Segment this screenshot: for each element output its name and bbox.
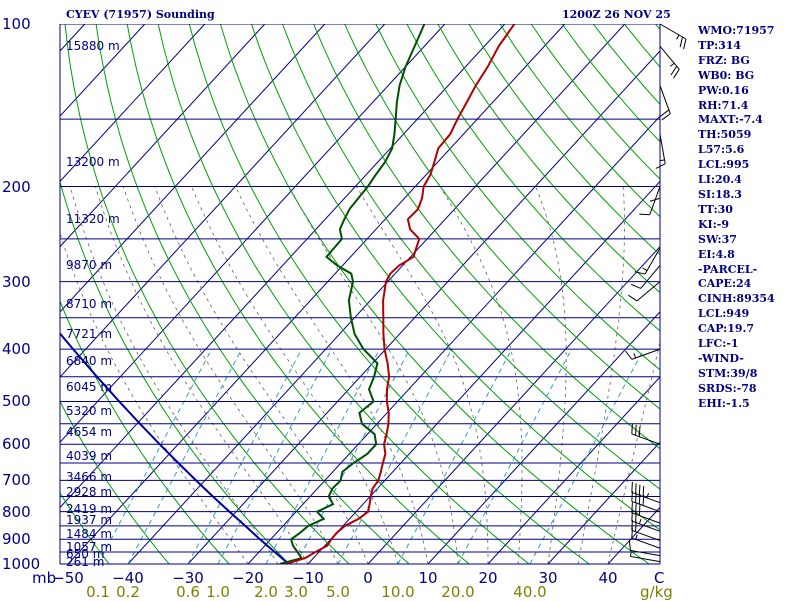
height-label: 4039 m [66, 449, 112, 463]
mixing-ratio-tick-label: 1.0 [206, 583, 230, 601]
mixing-ratio-unit-label: g/kg [640, 583, 673, 601]
index-row: KI:-9 [698, 218, 798, 233]
pressure-tick-label: 900 [2, 530, 54, 548]
height-label: 7721 m [66, 327, 112, 341]
height-label: 5320 m [66, 404, 112, 418]
index-row: STM:39/8 [698, 367, 798, 382]
pressure-tick-label: 500 [2, 392, 54, 410]
height-label: 1057 m [66, 540, 112, 554]
pressure-tick-label: 800 [2, 503, 54, 521]
wind-barb [660, 46, 679, 78]
pressure-tick-label: 400 [2, 340, 54, 358]
index-row: LFC:-1 [698, 337, 798, 352]
index-row: SW:37 [698, 233, 798, 248]
index-row: CAPE:24 [698, 277, 798, 292]
index-row: SRDS:-78 [698, 382, 798, 397]
index-row: -WIND- [698, 352, 798, 367]
index-row: WB0: BG [698, 69, 798, 84]
mixing-ratio-tick-label: 0.2 [116, 583, 140, 601]
wind-barb [660, 86, 670, 120]
height-label: 4654 m [66, 425, 112, 439]
height-label: 8710 m [66, 297, 112, 311]
plot-background [60, 24, 660, 564]
mixing-ratio-tick-label: 0.6 [176, 583, 200, 601]
index-row: CAP:19.7 [698, 322, 798, 337]
index-row: RH:71.4 [698, 99, 798, 114]
temperature-tick-label: 20 [478, 569, 497, 587]
height-label: 1484 m [66, 527, 112, 541]
index-row: LCL:995 [698, 158, 798, 173]
temperature-tick-label: −50 [52, 569, 84, 587]
height-label: 9870 m [66, 258, 112, 272]
height-label: 3466 m [66, 470, 112, 484]
index-row: TH:5059 [698, 128, 798, 143]
temperature-tick-label: 0 [363, 569, 373, 587]
observation-time: 1200Z 26 NOV 25 [562, 8, 671, 21]
index-row: PW:0.16 [698, 84, 798, 99]
index-row: MAXT:-7.4 [698, 113, 798, 128]
mixing-ratio-tick-label: 40.0 [513, 583, 546, 601]
mixing-ratio-tick-label: 10.0 [381, 583, 414, 601]
wind-barb [660, 24, 686, 49]
height-label: 15880 m [66, 39, 120, 53]
pressure-tick-label: 100 [2, 15, 54, 33]
mixing-ratio-tick-label: 5.0 [326, 583, 350, 601]
height-label: 2928 m [66, 485, 112, 499]
height-label: 2419 m [66, 502, 112, 516]
index-row: L57:5.6 [698, 143, 798, 158]
index-row: WMO:71957 [698, 24, 798, 39]
mixing-ratio-tick-label: 2.0 [254, 583, 278, 601]
index-row: SI:18.3 [698, 188, 798, 203]
index-row: TT:30 [698, 203, 798, 218]
height-label: 6045 m [66, 380, 112, 394]
pressure-unit-label: mb [32, 569, 56, 587]
height-label: 13200 m [66, 155, 120, 169]
index-row: LCL:949 [698, 307, 798, 322]
pressure-tick-label: 600 [2, 435, 54, 453]
index-row: LI:20.4 [698, 173, 798, 188]
mixing-ratio-tick-label: 20.0 [441, 583, 474, 601]
index-row: EI:4.8 [698, 248, 798, 263]
pressure-tick-label: 300 [2, 273, 54, 291]
pressure-tick-label: 700 [2, 471, 54, 489]
mixing-ratio-tick-label: 3.0 [284, 583, 308, 601]
index-row: TP:314 [698, 39, 798, 54]
index-row: CINH:89354 [698, 292, 798, 307]
mixing-ratio-tick-label: 0.1 [86, 583, 110, 601]
index-row: FRZ: BG [698, 54, 798, 69]
height-label: 6840 m [66, 354, 112, 368]
index-row: EHI:-1.5 [698, 397, 798, 412]
index-row: -PARCEL- [698, 263, 798, 278]
pressure-tick-label: 200 [2, 178, 54, 196]
station-title: CYEV (71957) Sounding [66, 8, 215, 21]
temperature-tick-label: 10 [418, 569, 437, 587]
temperature-tick-label: 40 [598, 569, 617, 587]
height-label: 11320 m [66, 212, 120, 226]
